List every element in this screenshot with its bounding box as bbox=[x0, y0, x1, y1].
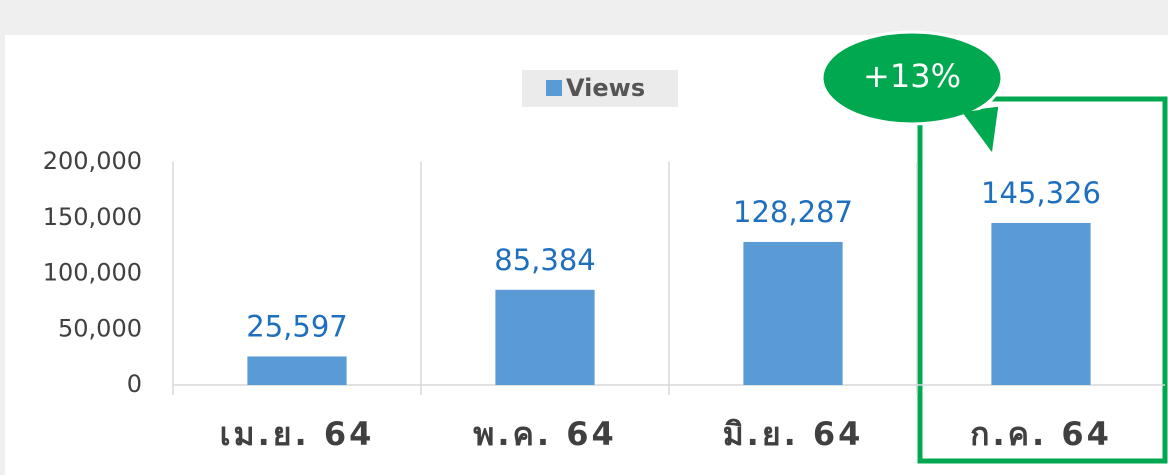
callout: +13% bbox=[820, 30, 1004, 159]
callout-text: +13% bbox=[863, 57, 961, 95]
legend-label: Views bbox=[566, 74, 645, 102]
bar bbox=[991, 222, 1091, 385]
bar bbox=[495, 289, 595, 385]
data-label: 85,384 bbox=[494, 243, 595, 277]
callout-tail-fill bbox=[962, 108, 998, 152]
data-label: 145,326 bbox=[981, 176, 1101, 210]
x-tick-label: มิ.ย. 64 bbox=[723, 415, 864, 453]
bar bbox=[247, 356, 347, 385]
callout-bubble bbox=[820, 30, 1004, 126]
highlight-box bbox=[917, 96, 1168, 464]
bar bbox=[743, 241, 843, 385]
y-tick-label: 200,000 bbox=[43, 147, 142, 175]
data-label: 128,287 bbox=[733, 195, 853, 229]
y-tick-label: 150,000 bbox=[43, 203, 142, 231]
x-tick-label: เม.ย. 64 bbox=[220, 415, 375, 453]
legend: Views bbox=[522, 70, 678, 107]
y-tick-label: 100,000 bbox=[43, 259, 142, 287]
x-tick-label: พ.ค. 64 bbox=[473, 415, 616, 453]
y-tick-label: 50,000 bbox=[58, 314, 142, 342]
x-tick-label: ก.ค. 64 bbox=[970, 415, 1112, 453]
legend-swatch bbox=[546, 80, 562, 96]
y-tick-label: 0 bbox=[127, 370, 142, 398]
data-label: 25,597 bbox=[246, 309, 347, 343]
